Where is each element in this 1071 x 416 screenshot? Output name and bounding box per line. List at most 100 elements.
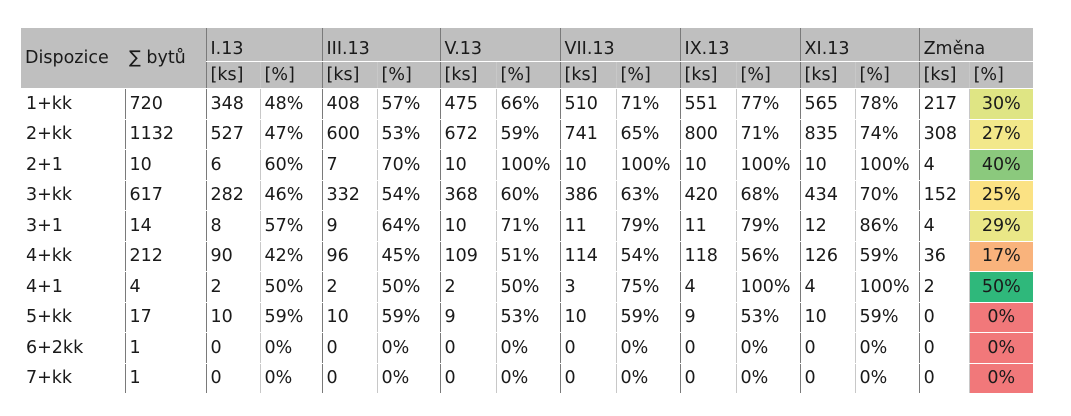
cell-change-pct: 0% [968,332,1034,364]
cell-byty: 17 [124,302,206,333]
cell-ks: 434 [799,180,856,211]
cell-ks: 7 [321,149,377,181]
cell-pct: 0% [259,332,322,364]
cell-pct: 79% [735,210,801,242]
cell-byty: 1 [124,332,206,364]
header-group-iii13: III.13 [321,28,441,62]
cell-ks: 126 [799,241,856,272]
cell-change-pct: 40% [968,149,1034,181]
cell-pct: 47% [259,119,322,150]
cell-pct: 66% [495,88,561,120]
cell-dispozice: 4+kk [21,241,125,272]
cell-pct: 68% [735,180,801,211]
table-row: 1+kk 720 348 48% 408 57% 475 66% 510 71% 551 77% 565… [21,88,1034,120]
cell-ks: 2 [321,271,377,303]
occupancy-table: Dispozice ∑ bytů I.13 III.13 V.13 VII.13… [21,28,1034,394]
cell-byty: 4 [124,271,206,303]
cell-pct: 59% [854,302,920,333]
cell-byty: 720 [124,88,206,120]
cell-ks: 96 [321,241,377,272]
cell-ks: 9 [439,302,497,333]
cell-ks: 2 [205,271,260,303]
cell-pct: 71% [615,88,681,120]
cell-ks: 10 [679,149,737,181]
cell-pct: 53% [735,302,801,333]
cell-ks: 0 [679,332,737,364]
cell-change-pct: 50% [968,271,1034,303]
header-row-groups: Dispozice ∑ bytů I.13 III.13 V.13 VII.13… [21,28,1034,89]
cell-pct: 77% [735,88,801,120]
cell-ks: 4 [679,271,737,303]
cell-ks: 9 [679,302,737,333]
cell-dispozice: 2+kk [21,119,125,150]
cell-ks: 10 [799,302,856,333]
table-row: 2+kk 1132 527 47% 600 53% 672 59% 741 65% 800 71% 83… [21,119,1034,150]
header-byty: ∑ bytů [125,28,206,89]
cell-pct: 0% [854,332,920,364]
table-row: 3+1 14 8 57% 9 64% 10 71% 11 79% 11 79% 12 86% 4 29% [21,210,1034,242]
cell-ks: 10 [559,149,617,181]
cell-pct: 100% [735,271,801,303]
cell-pct: 59% [495,119,561,150]
cell-pct: 51% [495,241,561,272]
header-unit-ks: [ks] [205,61,260,89]
header-group-xi13: XI.13 [799,28,920,62]
cell-pct: 86% [854,210,920,242]
cell-ks: 6 [205,149,260,181]
cell-ks: 0 [439,363,497,394]
cell-dispozice: 4+1 [21,271,125,303]
cell-change-pct: 0% [968,302,1034,333]
header-group-ix13: IX.13 [679,28,801,62]
table-row: 6+2kk 1 0 0% 0 0% 0 0% 0 0% 0 0% 0 0% 0 0% [21,332,1034,364]
cell-pct: 50% [376,271,441,303]
cell-ks: 2 [918,271,970,303]
cell-pct: 0% [615,332,681,364]
header-unit-pct: [%] [854,61,920,89]
cell-change-pct: 0% [968,363,1034,394]
cell-pct: 45% [376,241,441,272]
cell-ks: 408 [321,88,377,120]
cell-ks: 0 [205,363,260,394]
cell-pct: 100% [615,149,681,181]
cell-pct: 59% [854,241,920,272]
cell-ks: 0 [799,363,856,394]
cell-ks: 4 [918,149,970,181]
cell-ks: 0 [559,332,617,364]
cell-ks: 36 [918,241,970,272]
cell-ks: 551 [679,88,737,120]
cell-ks: 672 [439,119,497,150]
cell-dispozice: 7+kk [21,363,125,394]
cell-pct: 100% [495,149,561,181]
cell-ks: 510 [559,88,617,120]
cell-pct: 71% [735,119,801,150]
table-row: 3+kk 617 282 46% 332 54% 368 60% 386 63% 420 68% 434… [21,180,1034,211]
cell-pct: 71% [495,210,561,242]
header-unit-ks: [ks] [918,61,970,89]
cell-pct: 63% [615,180,681,211]
cell-ks: 332 [321,180,377,211]
cell-change-pct: 25% [968,180,1034,211]
cell-pct: 70% [376,149,441,181]
cell-pct: 59% [376,302,441,333]
table-row: 5+kk 17 10 59% 10 59% 9 53% 10 59% 9 53% 10 59% 0 0% [21,302,1034,333]
cell-pct: 59% [615,302,681,333]
cell-byty: 617 [124,180,206,211]
cell-ks: 348 [205,88,260,120]
cell-ks: 10 [439,149,497,181]
cell-ks: 0 [439,332,497,364]
cell-ks: 10 [205,302,260,333]
cell-pct: 50% [495,271,561,303]
cell-pct: 65% [615,119,681,150]
cell-pct: 54% [376,180,441,211]
cell-byty: 1132 [124,119,206,150]
cell-ks: 0 [321,363,377,394]
cell-ks: 835 [799,119,856,150]
cell-ks: 0 [918,332,970,364]
cell-pct: 42% [259,241,322,272]
cell-ks: 0 [918,302,970,333]
cell-ks: 475 [439,88,497,120]
cell-ks: 0 [321,332,377,364]
cell-pct: 100% [854,271,920,303]
header-group-vii13: VII.13 [559,28,681,62]
cell-ks: 386 [559,180,617,211]
